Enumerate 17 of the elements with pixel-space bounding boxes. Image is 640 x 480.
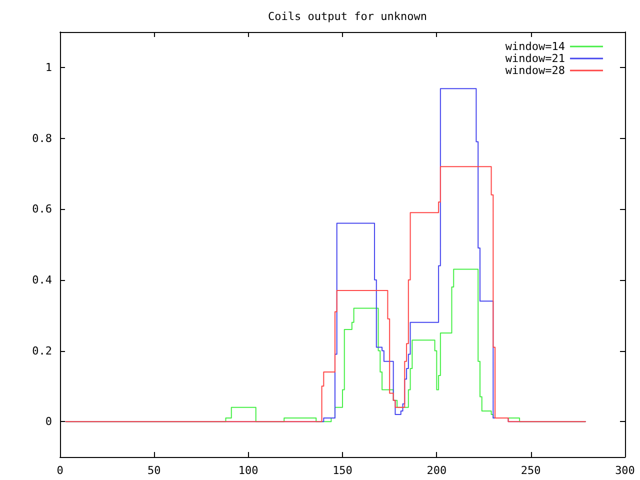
x-tick-label: 0 [56,464,64,477]
x-tick-label: 200 [426,464,447,477]
legend-label: window=21 [505,52,565,65]
x-tick-label: 300 [615,464,635,477]
legend-label: window=14 [505,40,566,53]
y-tick-label: 0.2 [32,344,52,358]
y-tick-label: 0.4 [32,273,52,286]
x-tick-label: 50 [148,464,161,477]
y-tick-label: 1 [45,60,52,74]
x-tick-label: 100 [238,464,258,477]
y-tick-label: 0.8 [32,132,52,145]
y-tick-label: 0.6 [32,202,52,216]
legend-label: window=28 [505,64,565,77]
chart-title: Coils output for unknown [268,10,427,23]
x-tick-label: 150 [332,464,352,477]
x-tick-label: 250 [520,464,541,477]
y-tick-label: 0 [45,415,52,428]
